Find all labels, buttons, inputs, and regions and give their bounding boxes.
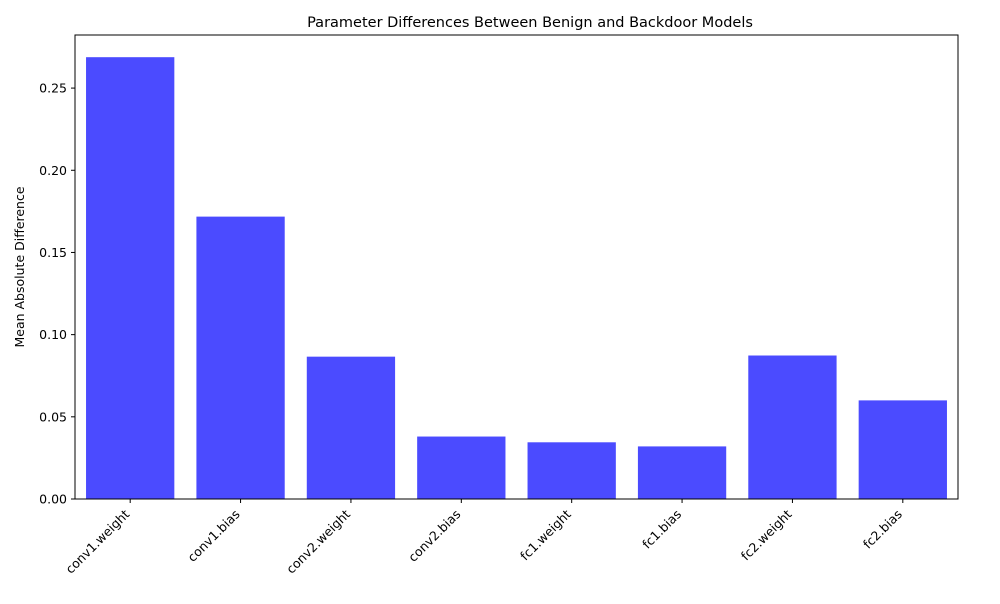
bar-fc2-bias bbox=[858, 400, 947, 499]
x-tick-label: fc1.bias bbox=[639, 507, 684, 552]
x-tick-label: conv1.bias bbox=[184, 507, 242, 565]
y-tick-label: 0.10 bbox=[39, 327, 67, 342]
plot-frame bbox=[74, 34, 959, 500]
x-axis-ticks: conv1.weight conv1.bias conv2.weight conv2.… bbox=[62, 499, 905, 576]
bar-conv2-weight bbox=[306, 356, 396, 499]
bar-fc2-weight bbox=[748, 355, 837, 499]
y-axis-label: Mean Absolute Difference bbox=[12, 186, 27, 347]
y-tick-label: 0.15 bbox=[39, 245, 67, 260]
bar-conv1-bias bbox=[196, 216, 285, 500]
y-tick-label: 0.00 bbox=[39, 492, 67, 507]
bars-group bbox=[86, 57, 947, 500]
x-tick-label: conv1.weight bbox=[62, 506, 132, 576]
bar-fc1-bias bbox=[637, 446, 727, 499]
x-tick-label: conv2.bias bbox=[405, 507, 463, 565]
y-tick-label: 0.20 bbox=[39, 163, 67, 178]
bar-fc1-weight bbox=[527, 442, 616, 499]
y-tick-label: 0.25 bbox=[39, 81, 67, 96]
chart-title: Parameter Differences Between Benign and… bbox=[307, 15, 753, 31]
x-tick-label: fc2.weight bbox=[738, 506, 795, 563]
y-axis-ticks: 0.00 0.05 0.10 0.15 0.20 0.25 bbox=[39, 81, 75, 507]
x-tick-label: conv2.weight bbox=[283, 506, 353, 576]
bar-conv2-bias bbox=[417, 436, 506, 499]
x-tick-label: fc1.weight bbox=[517, 506, 574, 563]
x-tick-label: fc2.bias bbox=[860, 507, 905, 552]
y-tick-label: 0.05 bbox=[39, 409, 67, 424]
bar-conv1-weight bbox=[86, 57, 175, 500]
